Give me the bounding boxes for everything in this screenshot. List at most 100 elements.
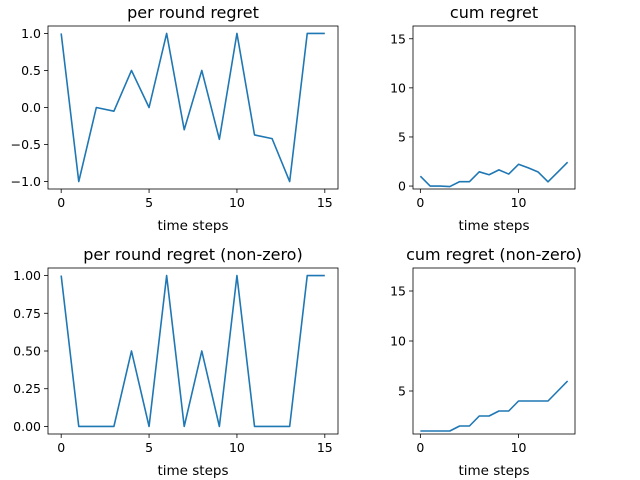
per-round-regret-nonzero-xtick-label: 5 [145, 440, 153, 455]
per-round-regret-data-point [60, 32, 62, 34]
per-round-regret-nonzero-data-point [306, 274, 308, 276]
per-round-regret-nonzero-series-line [60, 274, 325, 428]
cum-regret-data-point [468, 180, 470, 182]
cum-regret-nonzero-title: cum regret (non-zero) [406, 245, 582, 264]
cum-regret-data-point [517, 163, 519, 165]
per-round-regret-nonzero-data-point [236, 274, 238, 276]
per-round-regret-data-point [324, 32, 326, 34]
per-round-regret-nonzero-ytick-label: 0.50 [13, 344, 41, 359]
per-round-regret-nonzero-ytick-label: 0.25 [13, 381, 41, 396]
per-round-regret-nonzero-data-point [95, 425, 97, 427]
cum-regret-nonzero-data-point [566, 380, 568, 382]
per-round-regret-plot-frame [47, 25, 339, 190]
per-round-regret-ytick-label: 0.5 [21, 63, 41, 78]
cum-regret-title: cum regret [450, 3, 538, 22]
per-round-regret-nonzero-xlabel: time steps [157, 463, 228, 479]
cum-regret-xtick-label: 10 [511, 195, 527, 210]
per-round-regret-ytick-label: −1.0 [11, 174, 41, 189]
cum-regret-nonzero-data-point [458, 425, 460, 427]
cum-regret-nonzero-series-line [420, 380, 569, 432]
cum-regret-nonzero-data-point [517, 400, 519, 402]
per-round-regret-data-point [130, 69, 132, 71]
cum-regret-data-point [419, 175, 421, 177]
cum-regret-nonzero-ytick-label: 10 [390, 334, 406, 349]
per-round-regret-nonzero-chart: per round regret (non-zero) 0 5 10 15 0.00 0.2… [13, 245, 339, 479]
per-round-regret-data-point [148, 106, 150, 108]
per-round-regret-xlabel: time steps [157, 218, 228, 234]
per-round-regret-nonzero-data-point [271, 425, 273, 427]
per-round-regret-nonzero-ytick-label: 1.00 [13, 268, 41, 283]
per-round-regret-data-point [271, 137, 273, 139]
cum-regret-nonzero-data-point [547, 400, 549, 402]
cum-regret-nonzero-data-point [429, 430, 431, 432]
per-round-regret-nonzero-data-point [60, 274, 62, 276]
cum-regret-nonzero-xlabel: time steps [458, 463, 529, 479]
cum-regret-ytick-label: 5 [398, 129, 406, 144]
cum-regret-ytick-label: 15 [390, 31, 406, 46]
per-round-regret-data-point [236, 32, 238, 34]
cum-regret-data-point [537, 171, 539, 173]
cum-regret-ytick-label: 10 [390, 80, 406, 95]
per-round-regret-ytick-label: −0.5 [11, 137, 41, 152]
per-round-regret-nonzero-data-point [165, 274, 167, 276]
per-round-regret-xtick-label: 10 [229, 195, 245, 210]
cum-regret-nonzero-ytick-label: 15 [390, 284, 406, 299]
per-round-regret-nonzero-data-point [201, 350, 203, 352]
per-round-regret-nonzero-data-point [253, 425, 255, 427]
cum-regret-nonzero-data-point [527, 400, 529, 402]
per-round-regret-ytick-label: 1.0 [21, 26, 41, 41]
per-round-regret-nonzero-xtick-label: 0 [57, 440, 65, 455]
cum-regret-series-line [419, 161, 569, 188]
cum-regret-data-point [458, 180, 460, 182]
cum-regret-nonzero-data-point [557, 390, 559, 392]
per-round-regret-chart: per round regret 0 5 10 15 −1.0 −0.5 0.0 0.5 1.0 t… [11, 3, 339, 234]
cum-regret-ytick-label: 0 [398, 179, 406, 194]
per-round-regret-xtick-label: 15 [317, 195, 333, 210]
cum-regret-data-point [508, 173, 510, 175]
per-round-regret-data-point [113, 110, 115, 112]
cum-regret-plot-frame [412, 25, 576, 190]
per-round-regret-ytick-label: 0.0 [21, 100, 41, 115]
per-round-regret-data-point [288, 180, 290, 182]
cum-regret-data-point [557, 171, 559, 173]
cum-regret-data-point [547, 181, 549, 183]
per-round-regret-nonzero-ytick-label: 0.75 [13, 306, 41, 321]
cum-regret-nonzero-data-point [449, 430, 451, 432]
per-round-regret-nonzero-data-point [148, 425, 150, 427]
cum-regret-nonzero-xtick-label: 10 [511, 440, 527, 455]
cum-regret-nonzero-plot-frame [412, 267, 576, 435]
per-round-regret-data-point [218, 138, 220, 140]
cum-regret-data-point [429, 185, 431, 187]
cum-regret-data-point [527, 167, 529, 169]
cum-regret-xtick-label: 0 [416, 195, 424, 210]
per-round-regret-title: per round regret [127, 3, 259, 22]
per-round-regret-data-point [253, 134, 255, 136]
per-round-regret-nonzero-xtick-label: 10 [229, 440, 245, 455]
per-round-regret-nonzero-data-point [288, 425, 290, 427]
cum-regret-data-point [488, 174, 490, 176]
per-round-regret-xtick-label: 0 [57, 195, 65, 210]
cum-regret-data-point [439, 185, 441, 187]
per-round-regret-nonzero-data-point [78, 425, 80, 427]
per-round-regret-data-point [95, 106, 97, 108]
cum-regret-nonzero-ytick-label: 5 [398, 384, 406, 399]
cum-regret-nonzero-data-point [419, 430, 421, 432]
cum-regret-nonzero-xtick-label: 0 [416, 440, 424, 455]
cum-regret-nonzero-data-point [498, 410, 500, 412]
per-round-regret-nonzero-data-point [218, 425, 220, 427]
per-round-regret-data-point [306, 32, 308, 34]
cum-regret-data-point [566, 161, 568, 163]
cum-regret-nonzero-data-point [478, 415, 480, 417]
per-round-regret-nonzero-plot-frame [47, 267, 339, 435]
cum-regret-nonzero-data-point [488, 415, 490, 417]
per-round-regret-data-point [78, 180, 80, 182]
per-round-regret-data-point [165, 32, 167, 34]
cum-regret-data-point [449, 185, 451, 187]
per-round-regret-data-point [183, 129, 185, 131]
per-round-regret-nonzero-ytick-label: 0.00 [13, 419, 41, 434]
cum-regret-nonzero-data-point [468, 425, 470, 427]
per-round-regret-nonzero-data-point [130, 350, 132, 352]
cum-regret-data-point [478, 171, 480, 173]
per-round-regret-data-point [201, 69, 203, 71]
cum-regret-nonzero-data-point [439, 430, 441, 432]
